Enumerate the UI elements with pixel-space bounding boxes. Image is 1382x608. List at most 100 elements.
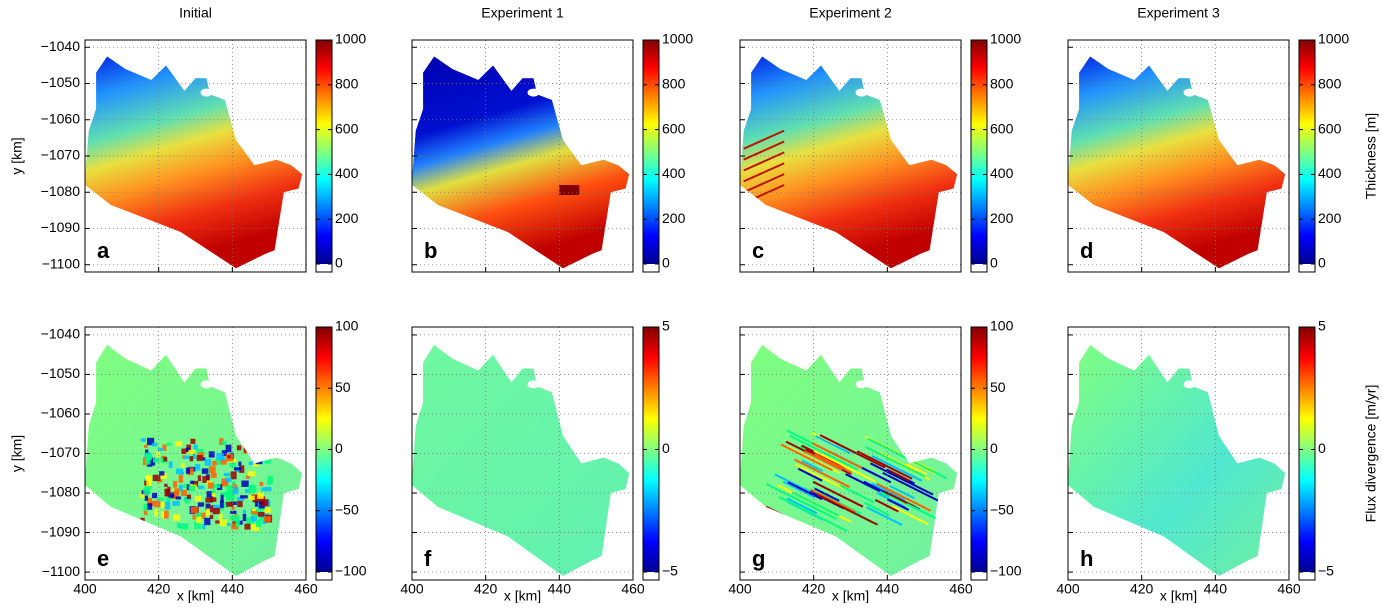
map-texture — [197, 452, 205, 458]
map-texture — [813, 449, 876, 483]
colorbar-label: Flux divergence [m/yr] — [1363, 385, 1379, 523]
map-texture — [144, 444, 148, 448]
map-field — [412, 344, 630, 577]
map-texture — [810, 488, 856, 513]
map-fill — [1068, 344, 1286, 577]
map-hole — [855, 88, 868, 97]
map-texture — [223, 472, 231, 477]
map-texture — [791, 491, 840, 517]
map-fill — [1068, 56, 1286, 269]
map-texture — [251, 494, 260, 500]
map-texture — [878, 451, 917, 473]
x-tick-label: 400 — [400, 581, 424, 597]
x-tick-label: 460 — [949, 581, 973, 597]
colorbar-tick-label: 50 — [335, 379, 351, 395]
plot-frame — [411, 39, 634, 273]
plot-frame — [84, 39, 307, 273]
map-texture — [882, 471, 948, 506]
map-texture — [212, 504, 220, 511]
map-texture — [238, 461, 242, 466]
column-title: Experiment 1 — [481, 5, 564, 21]
map-texture — [814, 453, 853, 474]
colorbar-tick-label: 0 — [1318, 440, 1326, 456]
x-axis-label: x [km] — [177, 588, 214, 603]
x-tick-label: 400 — [73, 581, 97, 597]
map-texture — [188, 449, 196, 455]
map-texture — [249, 440, 257, 449]
map-texture — [906, 463, 928, 476]
map-texture — [789, 434, 858, 471]
map-texture — [226, 501, 234, 507]
y-tick-label: −1080 — [41, 484, 81, 500]
map-texture — [143, 503, 150, 511]
y-tick-label: −1040 — [41, 326, 81, 342]
colorbar-under — [643, 572, 659, 580]
map-texture — [146, 478, 152, 487]
map-texture — [220, 459, 227, 465]
map-texture — [207, 482, 214, 489]
map-texture — [888, 469, 911, 482]
map-texture — [242, 509, 247, 514]
y-tick-label: −1070 — [41, 444, 81, 460]
map-field — [412, 56, 630, 269]
map-texture — [189, 456, 194, 462]
y-tick-label: −1040 — [41, 38, 81, 54]
map-texture — [891, 505, 929, 526]
colorbar-tick-label: 600 — [662, 120, 686, 136]
colorbar-tick-label: 0 — [662, 440, 670, 456]
map-texture — [221, 450, 228, 457]
map-field — [1068, 344, 1286, 577]
map-texture — [258, 455, 265, 459]
y-tick-label: −1080 — [41, 183, 81, 199]
map-texture — [794, 458, 851, 488]
map-texture — [176, 468, 184, 475]
map-hole — [1183, 88, 1196, 97]
map-texture — [871, 482, 906, 502]
map-texture — [266, 479, 272, 485]
map-texture — [894, 451, 948, 480]
map-texture — [143, 510, 148, 515]
map-texture — [192, 480, 199, 487]
map-texture — [248, 484, 257, 493]
map-texture — [780, 443, 833, 472]
map-texture — [869, 462, 934, 496]
map-texture — [889, 484, 915, 500]
colorbar-tick-label: −5 — [1318, 563, 1334, 579]
x-tick-label: 460 — [294, 581, 318, 597]
column-title: Initial — [179, 5, 212, 21]
map-texture — [193, 444, 198, 450]
map-texture — [259, 514, 267, 523]
colorbar-label: Thickness [m] — [1363, 113, 1379, 199]
plot-frame — [1067, 39, 1290, 273]
map-texture — [251, 524, 260, 531]
map-texture — [255, 457, 263, 465]
map-texture — [804, 450, 843, 471]
map-texture — [232, 487, 239, 495]
map-texture — [263, 516, 271, 522]
map-texture — [202, 524, 206, 530]
map-texture — [227, 492, 232, 501]
map-texture — [176, 523, 181, 528]
colorbar — [316, 40, 332, 264]
x-axis-label: x [km] — [504, 588, 541, 603]
map-texture — [264, 446, 272, 452]
map-texture — [151, 442, 158, 447]
colorbar-tick-label: 0 — [990, 440, 998, 456]
map-texture — [239, 465, 245, 473]
colorbar-tick-label: 800 — [662, 76, 686, 92]
map-texture — [218, 513, 223, 519]
map-field — [740, 344, 958, 577]
map-texture — [194, 496, 202, 502]
map-texture — [196, 516, 202, 524]
map-texture — [205, 497, 214, 503]
colorbar-tick-label: 1000 — [1318, 31, 1349, 47]
map-texture — [213, 484, 221, 488]
map-texture — [204, 517, 211, 526]
x-tick-label: 420 — [147, 581, 171, 597]
map-texture — [156, 451, 160, 457]
map-texture — [172, 514, 181, 521]
map-texture — [166, 496, 171, 502]
map-field — [85, 56, 303, 269]
map-texture — [184, 498, 190, 504]
